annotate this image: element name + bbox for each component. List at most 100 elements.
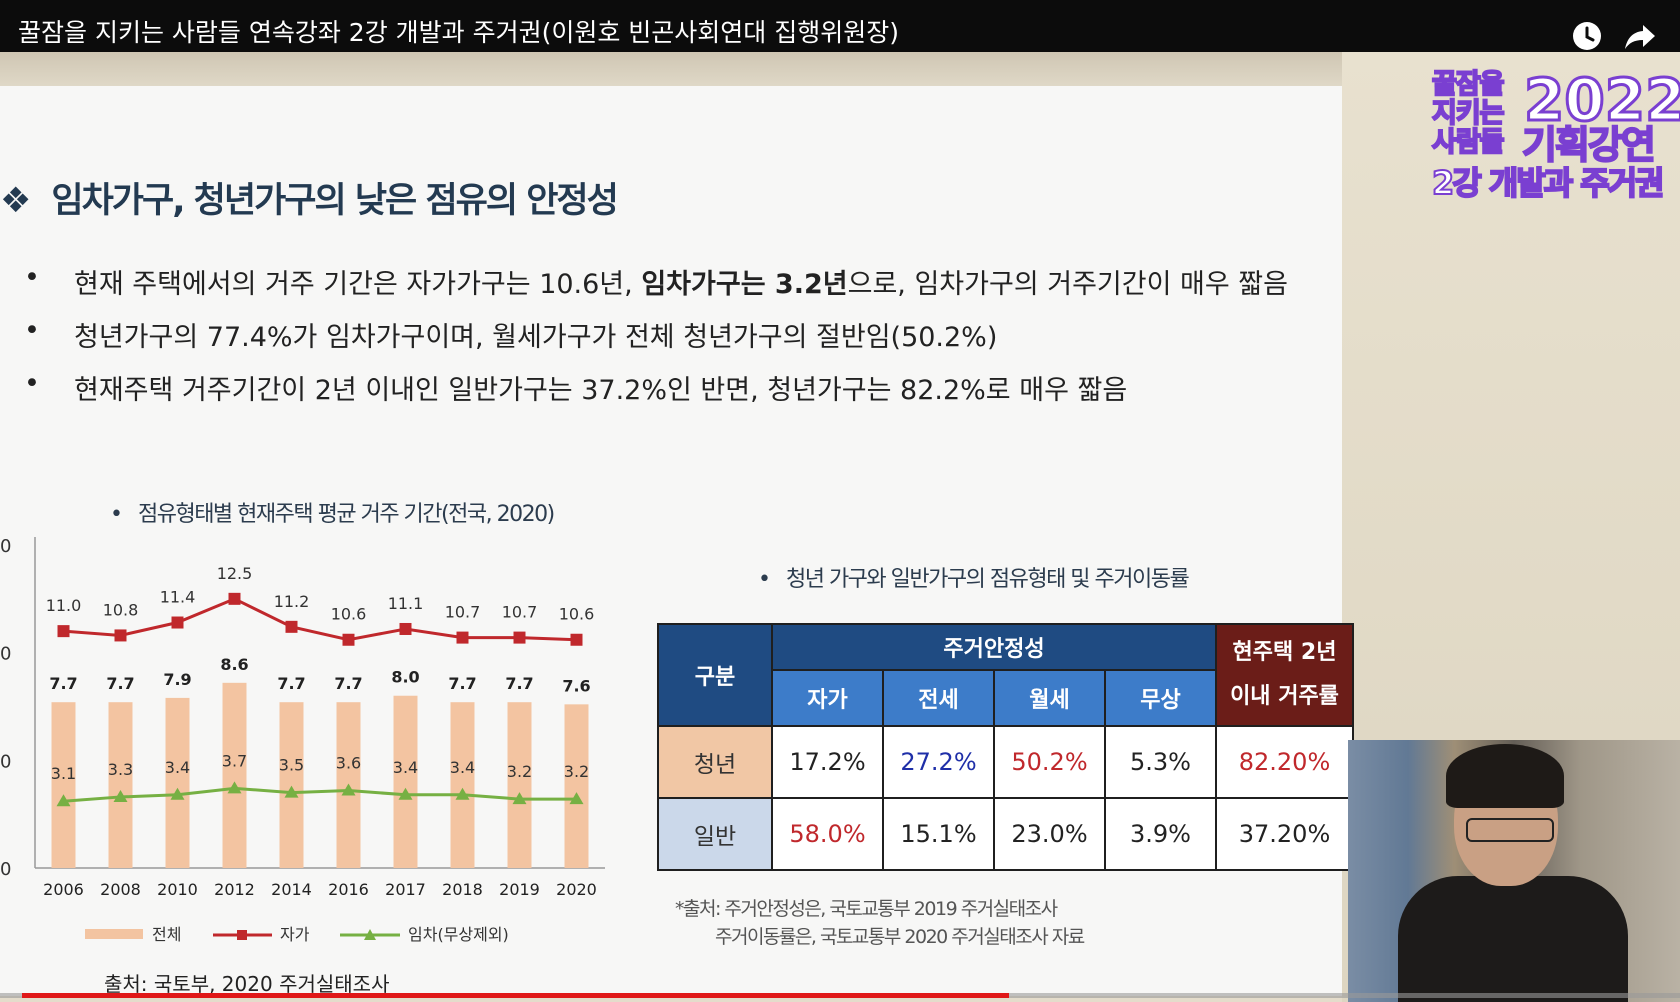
residence-duration-chart: 0 0 0 0 7.7 7.7 7.9 8.6 7.7 7.7 8.0 7.7 7.7 7.6 11.0 10… [0, 536, 605, 944]
table-header-row-1: 구분 주거안정성 현주택 2년 이내 거주률 [657, 623, 1354, 727]
table-header-move-line1: 현주택 2년 [1232, 640, 1337, 665]
bar-total [564, 704, 589, 868]
point-own [456, 631, 469, 644]
glasses-icon [1466, 818, 1554, 842]
bar-value-label: 7.9 [163, 670, 191, 689]
video-progress-fill[interactable] [22, 993, 1009, 998]
table-source-line2: 주거이동률은, 국토교통부 2020 주거실태조사 자료 [715, 926, 1085, 948]
rent-value-label: 3.5 [279, 756, 304, 775]
rent-value-label: 3.6 [336, 753, 361, 772]
slide-heading-text: 임차가구, 청년가구의 낮은 점유의 안정성 [51, 181, 618, 221]
point-rent [398, 787, 413, 800]
video-title[interactable]: 꿀잠을 지키는 사람들 연속강좌 2강 개발과 주거권(이원호 빈곤사회연대 집… [18, 18, 899, 47]
line-rent [63, 786, 577, 803]
bar-value-label: 7.7 [49, 674, 77, 693]
tenure-table: 구분 주거안정성 현주택 2년 이내 거주률 자가 전세 월세 무상 청년 17… [657, 623, 1354, 871]
legend-label-rent: 임차(무상제외) [408, 925, 509, 944]
own-value-label: 11.1 [388, 594, 424, 613]
chart-subtitle: • 점유형태별 현재주택 평균 거주 기간(전국, 2020) [110, 502, 555, 527]
chart-source: 출처: 국토부, 2020 주거실태조사 [104, 972, 390, 996]
bullet-text-1: 현재 주택에서의 거주 기간은 자가가구는 10.6년, 임차가구는 3.2년으… [74, 262, 1288, 301]
table-cell: 17.2% [771, 725, 884, 799]
point-own [342, 633, 355, 646]
table-cell: 37.20% [1215, 797, 1354, 871]
table-header-move-line2: 이내 거주률 [1230, 684, 1339, 709]
legend-label-total: 전체 [152, 925, 181, 944]
bullet-text-3: 현재주택 거주기간이 2년 이내인 일반가구는 37.2%인 반면, 청년가구는… [74, 375, 1128, 406]
line-own [63, 597, 577, 642]
bar-total [51, 702, 76, 868]
share-icon[interactable] [1623, 19, 1657, 53]
table-subtitle: • 청년 가구와 일반가구의 점유형태 및 주거이동률 [758, 567, 1190, 592]
point-own [399, 622, 412, 635]
table-col-monthly: 월세 [993, 669, 1106, 727]
logo-text-2: 지키는 [1431, 98, 1506, 129]
rent-value-label: 3.2 [564, 762, 589, 781]
legend-label-own: 자가 [280, 925, 310, 944]
x-tick-label: 2008 [100, 880, 141, 899]
bar-total [279, 702, 304, 868]
point-rent [170, 787, 185, 800]
y-tick-label: 0 [0, 859, 11, 880]
point-own [285, 620, 298, 633]
logo-text-3: 사람들 [1431, 127, 1506, 158]
own-value-label: 11.4 [160, 588, 196, 607]
table-cell: 50.2% [993, 725, 1106, 799]
point-rent [569, 792, 584, 805]
own-value-label: 10.7 [445, 603, 481, 622]
bar-total [507, 702, 532, 868]
bar-value-label: 8.6 [220, 655, 248, 674]
table-col-free: 무상 [1104, 669, 1217, 727]
point-rent [455, 787, 470, 800]
speaker-hair [1446, 744, 1564, 808]
table-header-stability: 주거안정성 [771, 623, 1217, 671]
logo-year: 2022 [1522, 66, 1680, 134]
table-header-move: 현주택 2년 이내 거주률 [1215, 623, 1354, 727]
bar-total [108, 702, 133, 868]
point-rent [56, 794, 71, 807]
rent-value-label: 3.4 [393, 758, 418, 777]
table-header-group: 구분 [657, 623, 773, 727]
table-row: 청년 17.2% 27.2% 50.2% 5.3% 82.20% [657, 725, 1354, 799]
bullet-1-bold: 임차가구는 3.2년 [641, 269, 848, 300]
lecture-logo: 꿀잠을 지키는 사람들 2022 기획강연 2강 개발과 주거권 [1431, 69, 1680, 206]
legend-swatch-total [85, 929, 143, 939]
bar-total [165, 697, 190, 868]
legend-marker-rent [364, 929, 376, 940]
bullet-1-pre: 현재 주택에서의 거주 기간은 자가가구는 10.6년, [74, 269, 642, 300]
clock-icon[interactable] [1570, 19, 1604, 53]
logo-subtitle: 2강 개발과 주거권 [1431, 164, 1666, 202]
bar-value-label: 7.7 [505, 674, 533, 693]
point-rent [113, 789, 128, 802]
own-value-label: 11.2 [274, 592, 310, 611]
table-subtitle-text: 청년 가구와 일반가구의 점유형태 및 주거이동률 [785, 567, 1190, 592]
x-tick-label: 2017 [385, 880, 426, 899]
rent-value-label: 3.3 [108, 760, 133, 779]
bar-value-label: 7.7 [277, 674, 305, 693]
speaker-webcam [1348, 740, 1680, 1002]
rent-value-label: 3.2 [507, 762, 532, 781]
y-tick-label: 0 [0, 536, 11, 557]
point-own [570, 633, 583, 646]
bar-total [393, 695, 418, 868]
table-source: *출처: 주거안정성은, 국토교통부 2019 주거실태조사 주거이동률은, 국… [675, 895, 1085, 951]
table-cell: 3.9% [1104, 797, 1217, 871]
logo-text-1: 꿀잠을 [1431, 69, 1506, 100]
bar-total [222, 682, 247, 868]
point-rent [227, 781, 242, 794]
point-rent [284, 785, 299, 798]
bar-value-label: 8.0 [391, 668, 419, 687]
video-title-bar: 꿀잠을 지키는 사람들 연속강좌 2강 개발과 주거권(이원호 빈곤사회연대 집… [0, 0, 1680, 52]
logo-line-1: 꿀잠을 지키는 사람들 [1431, 69, 1506, 158]
rent-value-label: 3.1 [51, 764, 76, 783]
bullet-text-2: 청년가구의 77.4%가 임차가구이며, 월세가구가 전체 청년가구의 절반임(… [74, 322, 998, 353]
point-own [57, 625, 70, 638]
own-value-label: 12.5 [217, 564, 253, 583]
bar-value-label: 7.7 [106, 674, 134, 693]
x-tick-label: 2012 [214, 880, 255, 899]
slide-heading: ❖ 임차가구, 청년가구의 낮은 점유의 안정성 [0, 172, 619, 223]
point-own [171, 616, 184, 629]
bar-value-label: 7.6 [562, 676, 590, 695]
bar-value-label: 7.7 [334, 674, 362, 693]
table-row-label-general: 일반 [657, 797, 773, 871]
